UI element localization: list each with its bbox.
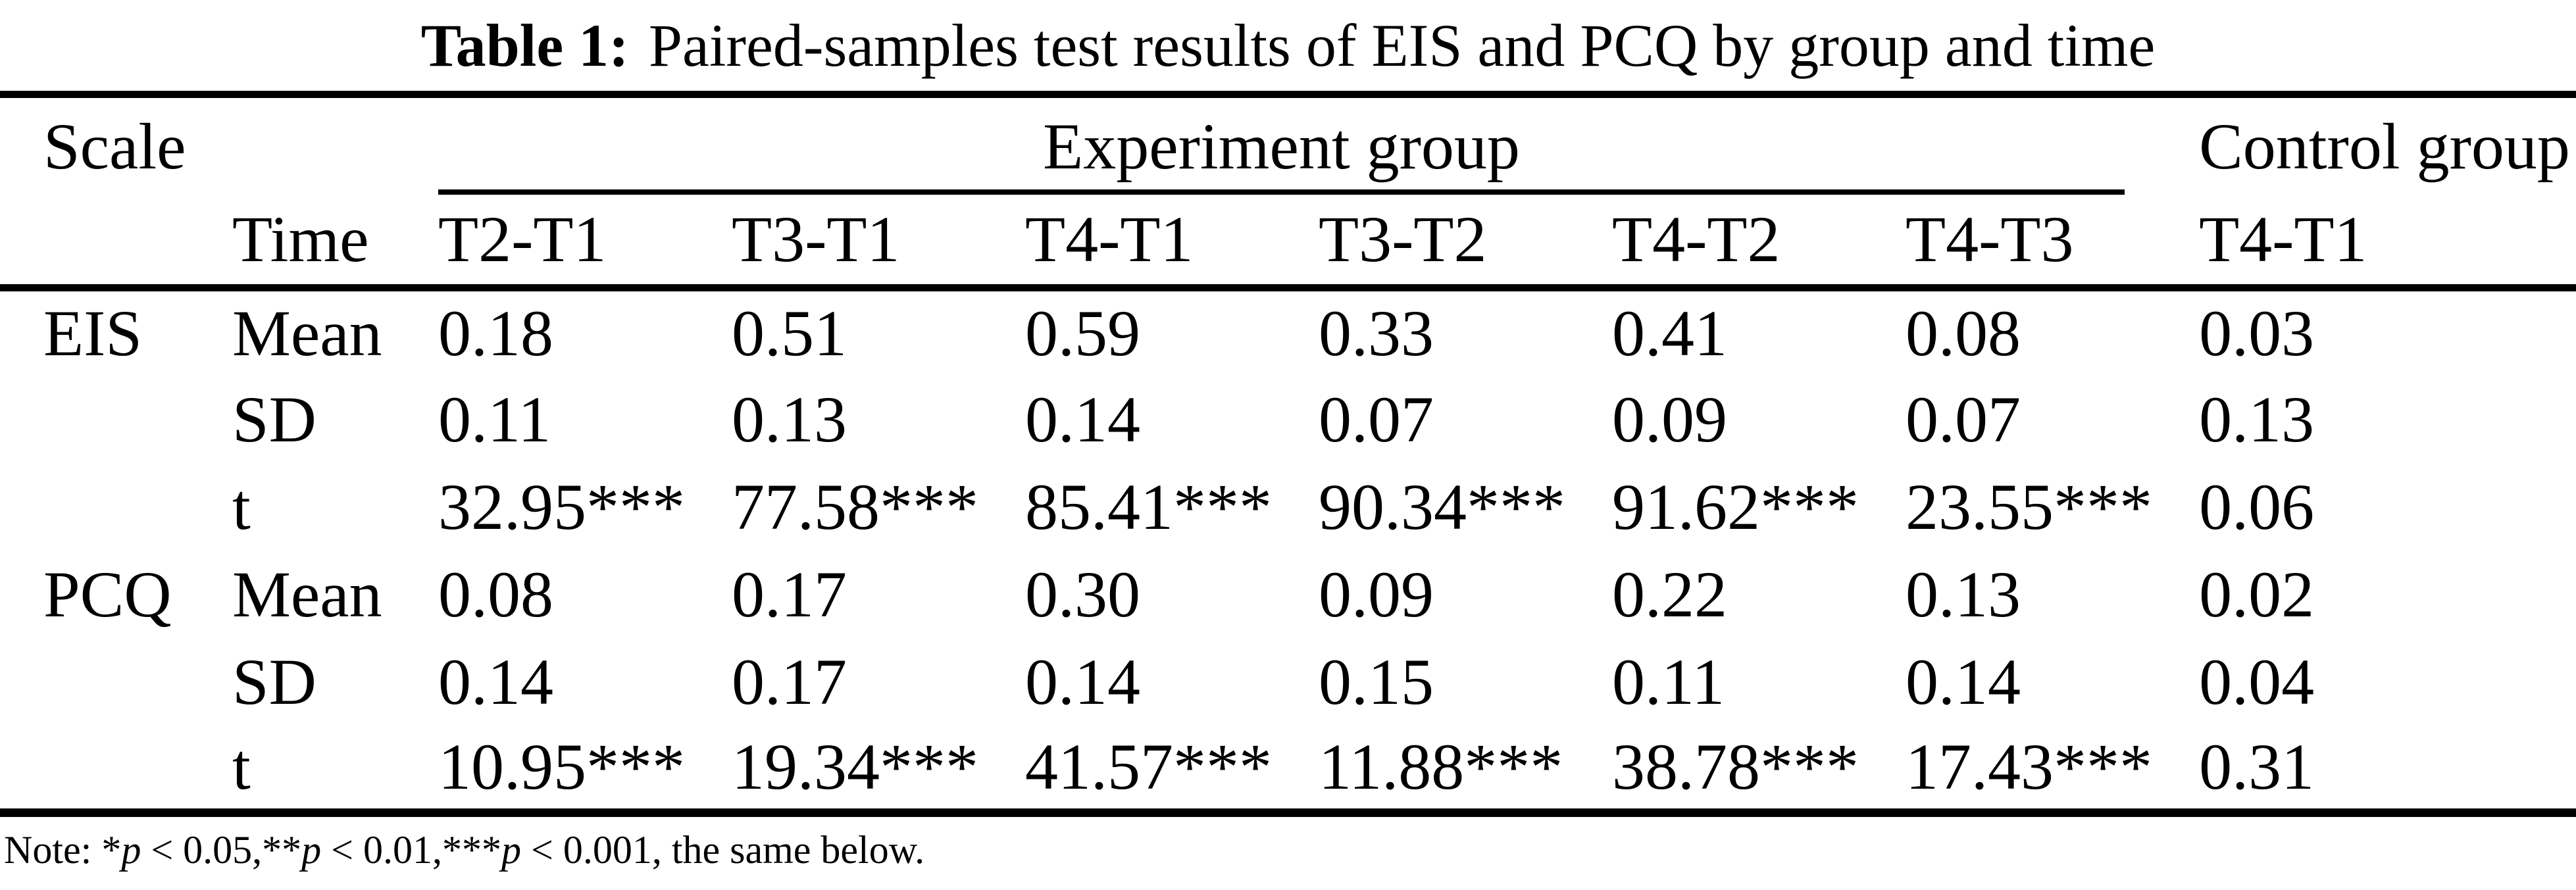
cell-value: 11.88*** (1319, 725, 1612, 817)
cell-value: 0.07 (1906, 382, 2021, 456)
cell-value: 0.30 (1025, 557, 1140, 631)
cell-value: 38.78*** (1612, 725, 1906, 817)
cell-value: 0.09 (1319, 557, 1434, 631)
cell-stat: Mean (232, 557, 382, 631)
cell-value: 0.59 (1025, 297, 1140, 370)
results-table-head: Scale Experiment group Control group Tim… (0, 95, 2576, 291)
cell-control-value: 0.02 (2199, 557, 2315, 631)
table-row: SD 0.11 0.13 0.14 0.07 0.09 0.07 0.13 (0, 376, 2576, 463)
header-col-t4-t3: T4-T3 (1906, 194, 2200, 291)
cell-value: 91.62*** (1612, 470, 1859, 543)
cell-value: 0.17 (732, 645, 847, 718)
note-text: < 0.01,*** (321, 828, 501, 872)
cell-control-value: 0.04 (2199, 645, 2315, 718)
cell-value: 23.55*** (1906, 470, 2152, 543)
cell-scale (0, 638, 232, 726)
cell-value: 0.51 (732, 297, 847, 370)
cell-stat: SD (232, 645, 316, 718)
cell-value: 0.13 (1906, 557, 2021, 631)
header-experiment-group-label: Experiment group (1043, 109, 1520, 183)
cell-value: 0.22 (1612, 557, 1727, 631)
cell-scale: PCQ (43, 557, 172, 631)
results-table-body: EIS Mean 0.18 0.51 0.59 0.33 0.41 0.08 0.03 SD 0.1… (0, 288, 2576, 817)
cell-value: 0.33 (1319, 297, 1434, 370)
table-row: EIS Mean 0.18 0.51 0.59 0.33 0.41 0.08 0.03 (0, 288, 2576, 376)
cell-stat: t (232, 470, 251, 543)
note-text: * (101, 828, 122, 872)
cell-value: 0.15 (1319, 645, 1434, 718)
note-text: Note: (4, 828, 102, 872)
cell-value: 19.34*** (732, 725, 1025, 817)
cell-value: 0.11 (438, 382, 551, 456)
cell-value: 0.14 (1906, 645, 2021, 718)
note-p-symbol: p (121, 828, 141, 872)
cell-value: 0.14 (1025, 645, 1140, 718)
table-row: t 32.95*** 77.58*** 85.41*** 90.34*** 91.62**… (0, 463, 2576, 551)
cell-value: 0.18 (438, 297, 553, 370)
header-row-times: Time T2-T1 T3-T1 T4-T1 T3-T2 T4-T2 T4-T3… (0, 194, 2576, 291)
cell-value: 0.14 (438, 645, 553, 718)
cell-control-value: 0.13 (2199, 382, 2315, 456)
header-col-t3-t2: T3-T2 (1319, 194, 1612, 291)
cell-value: 41.57*** (1025, 725, 1319, 817)
cell-value: 0.11 (1612, 645, 1725, 718)
table-caption-label: Table 1: (420, 12, 629, 79)
cell-value: 17.43*** (1906, 725, 2200, 817)
cell-value: 10.95*** (438, 725, 732, 817)
cell-control-value: 0.03 (2199, 297, 2315, 370)
cell-scale (0, 376, 232, 463)
header-spacer (232, 95, 438, 195)
note-p-symbol: p (301, 828, 322, 872)
table-caption: Table 1: Paired-samples test results of … (0, 0, 2576, 91)
note-text: < 0.05,** (141, 828, 302, 872)
cell-value: 0.13 (732, 382, 847, 456)
table-caption-text: Paired-samples test results of EIS and P… (648, 12, 2156, 79)
note: Note: *p < 0.05,**p < 0.01,***p < 0.001,… (0, 828, 2576, 873)
cell-value: 0.09 (1612, 382, 1727, 456)
cell-value: 0.08 (1906, 297, 2021, 370)
header-col-t4-t1: T4-T1 (1025, 194, 1319, 291)
header-col-t2-t1: T2-T1 (438, 194, 732, 291)
cell-scale: EIS (43, 297, 142, 370)
cell-control-value: 0.31 (2199, 725, 2576, 817)
cell-value: 0.14 (1025, 382, 1140, 456)
table-row: SD 0.14 0.17 0.14 0.15 0.11 0.14 0.04 (0, 638, 2576, 726)
cell-value: 0.17 (732, 557, 847, 631)
cell-stat: SD (232, 382, 316, 456)
cell-value: 85.41*** (1025, 470, 1272, 543)
header-row-groups: Scale Experiment group Control group (0, 95, 2576, 195)
cell-control-value: 0.06 (2199, 470, 2315, 543)
table-row: t 10.95*** 19.34*** 41.57*** 11.88*** 38.78**… (0, 725, 2576, 817)
cell-stat: Mean (232, 297, 382, 370)
cell-scale (0, 725, 232, 817)
cell-value: 0.07 (1319, 382, 1434, 456)
cell-scale (0, 463, 232, 551)
cell-value: 0.41 (1612, 297, 1727, 370)
cell-stat: t (232, 725, 438, 817)
cell-value: 0.08 (438, 557, 553, 631)
note-p-symbol: p (501, 828, 521, 872)
cell-value: 77.58*** (732, 470, 978, 543)
header-experiment-group: Experiment group (438, 95, 2199, 195)
header-control-group: Control group (2199, 109, 2570, 183)
header-col-t4-t2: T4-T2 (1612, 194, 1906, 291)
header-time: Time (232, 194, 438, 291)
header-spacer (0, 194, 232, 291)
cell-value: 90.34*** (1319, 470, 1565, 543)
header-scale: Scale (43, 109, 186, 183)
cell-value: 32.95*** (438, 470, 685, 543)
header-col-control-t4-t1: T4-T1 (2199, 194, 2576, 291)
table-row: PCQ Mean 0.08 0.17 0.30 0.09 0.22 0.13 0.02 (0, 551, 2576, 638)
results-table: Scale Experiment group Control group Tim… (0, 91, 2576, 817)
note-text: < 0.001, the same below. (521, 828, 925, 872)
header-col-t3-t1: T3-T1 (732, 194, 1025, 291)
